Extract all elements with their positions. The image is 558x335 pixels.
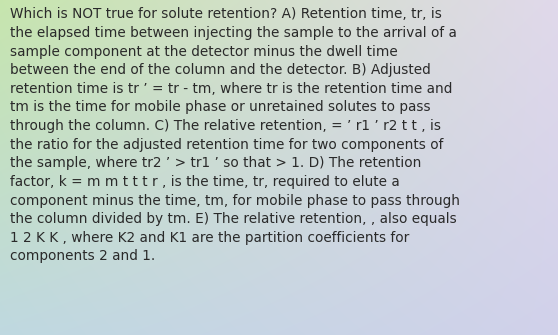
Text: Which is NOT true for solute retention? A) Retention time, tr, is
the elapsed ti: Which is NOT true for solute retention? … bbox=[10, 7, 460, 263]
